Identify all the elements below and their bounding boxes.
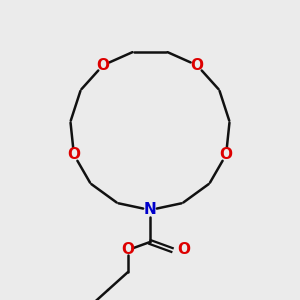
Text: O: O (68, 147, 80, 162)
Text: N: N (144, 202, 156, 217)
Text: O: O (122, 242, 134, 257)
Text: O: O (190, 58, 203, 73)
Text: O: O (97, 58, 110, 73)
Text: O: O (177, 242, 190, 257)
Text: O: O (220, 147, 232, 162)
